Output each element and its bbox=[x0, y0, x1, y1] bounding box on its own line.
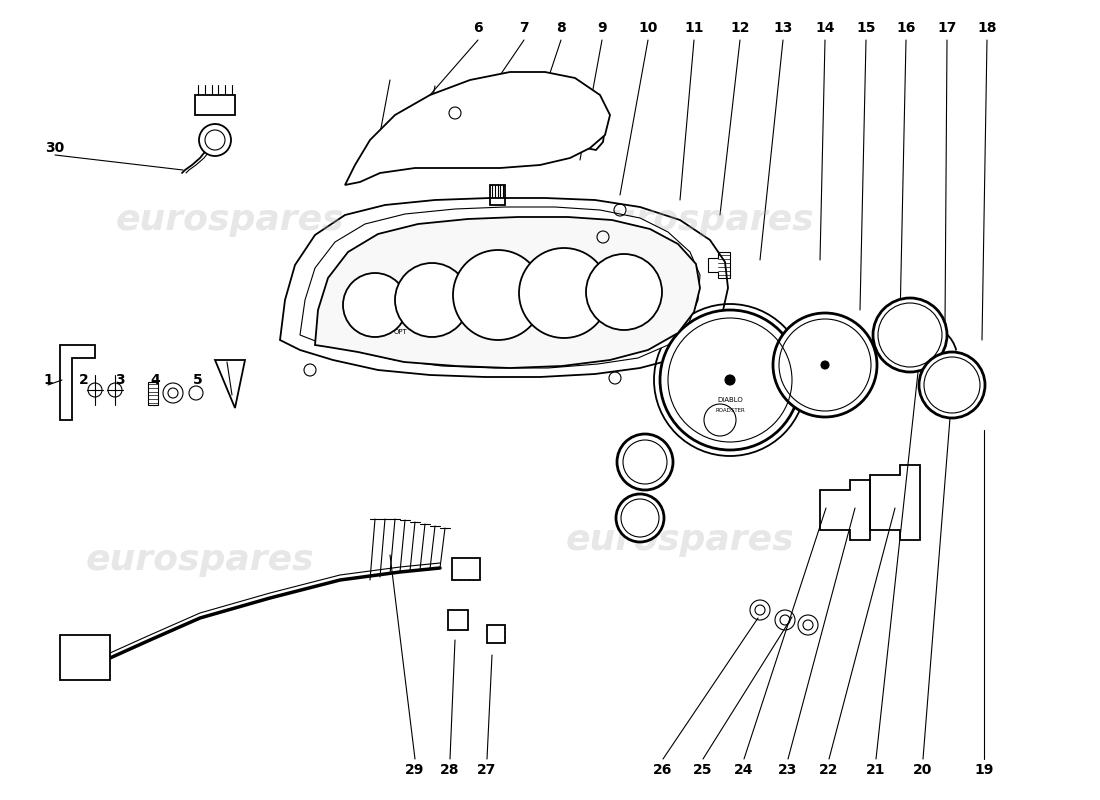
Text: 30: 30 bbox=[45, 141, 65, 155]
Text: 1: 1 bbox=[43, 373, 53, 387]
Text: 5: 5 bbox=[194, 373, 202, 387]
Text: 7: 7 bbox=[519, 21, 529, 35]
Circle shape bbox=[773, 313, 877, 417]
Circle shape bbox=[453, 250, 543, 340]
Text: 12: 12 bbox=[730, 21, 750, 35]
Circle shape bbox=[617, 434, 673, 490]
Polygon shape bbox=[345, 72, 610, 185]
Circle shape bbox=[660, 310, 800, 450]
Text: 25: 25 bbox=[693, 763, 713, 777]
Text: eurospares: eurospares bbox=[116, 203, 344, 237]
Text: 27: 27 bbox=[477, 763, 497, 777]
Circle shape bbox=[586, 254, 662, 330]
Text: 6: 6 bbox=[473, 21, 483, 35]
Text: 22: 22 bbox=[820, 763, 838, 777]
Circle shape bbox=[395, 263, 469, 337]
Polygon shape bbox=[448, 610, 468, 630]
Polygon shape bbox=[300, 207, 700, 368]
Polygon shape bbox=[280, 198, 728, 377]
Text: 3: 3 bbox=[116, 373, 124, 387]
Text: 9: 9 bbox=[597, 21, 607, 35]
Circle shape bbox=[519, 248, 609, 338]
Text: 13: 13 bbox=[773, 21, 793, 35]
Polygon shape bbox=[315, 217, 700, 368]
Text: 20: 20 bbox=[913, 763, 933, 777]
Polygon shape bbox=[195, 95, 235, 115]
Circle shape bbox=[343, 273, 407, 337]
Circle shape bbox=[725, 375, 735, 385]
Text: 4: 4 bbox=[150, 373, 160, 387]
Text: 15: 15 bbox=[856, 21, 876, 35]
Text: 11: 11 bbox=[684, 21, 704, 35]
Text: eurospares: eurospares bbox=[86, 543, 315, 577]
Circle shape bbox=[704, 404, 736, 436]
Text: DIABLO: DIABLO bbox=[717, 397, 743, 403]
Text: 10: 10 bbox=[638, 21, 658, 35]
Circle shape bbox=[821, 361, 829, 369]
Text: 26: 26 bbox=[653, 763, 673, 777]
Circle shape bbox=[873, 298, 947, 372]
Text: 14: 14 bbox=[815, 21, 835, 35]
Text: 28: 28 bbox=[440, 763, 460, 777]
Text: 19: 19 bbox=[975, 763, 993, 777]
Text: eurospares: eurospares bbox=[565, 523, 794, 557]
Text: ROADSTER: ROADSTER bbox=[715, 407, 745, 413]
Text: 8: 8 bbox=[557, 21, 565, 35]
Text: 21: 21 bbox=[867, 763, 886, 777]
Circle shape bbox=[199, 124, 231, 156]
Polygon shape bbox=[60, 635, 110, 680]
Circle shape bbox=[918, 352, 984, 418]
Text: eurospares: eurospares bbox=[585, 203, 814, 237]
Text: 17: 17 bbox=[937, 21, 957, 35]
Polygon shape bbox=[487, 625, 505, 643]
Text: 2: 2 bbox=[79, 373, 89, 387]
Text: 16: 16 bbox=[896, 21, 915, 35]
Text: 24: 24 bbox=[735, 763, 754, 777]
Circle shape bbox=[616, 494, 664, 542]
Text: 29: 29 bbox=[405, 763, 425, 777]
Polygon shape bbox=[452, 558, 480, 580]
Text: 18: 18 bbox=[977, 21, 997, 35]
Text: 23: 23 bbox=[779, 763, 798, 777]
Text: OPT: OPT bbox=[393, 329, 407, 335]
